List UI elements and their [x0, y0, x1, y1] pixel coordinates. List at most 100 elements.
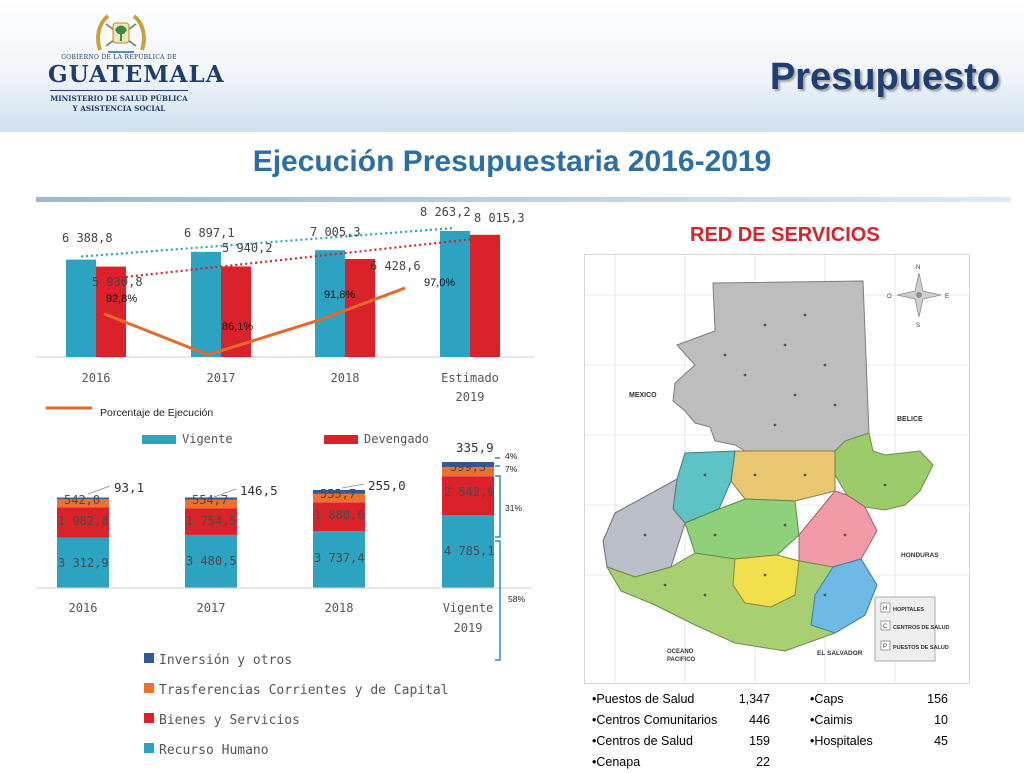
stat-value: 156	[927, 692, 948, 706]
share-label: 4%	[505, 451, 518, 461]
map-label-mexico: MEXICO	[629, 392, 657, 399]
devengado-value-label: 5 940,2	[222, 241, 273, 255]
compass-n: N	[916, 265, 920, 271]
stat-value: 45	[934, 734, 948, 748]
inversion-value-label: 146,5	[240, 483, 278, 498]
stacked-segment	[57, 497, 109, 499]
stacked-segment	[442, 461, 494, 468]
logo-ministry-line2: Y ASISTENCIA SOCIAL	[72, 104, 166, 113]
stacked-legend-swatch	[144, 683, 154, 693]
stacked-segment	[57, 507, 109, 538]
stacked-segment-label: 2 542,9	[444, 485, 495, 499]
ejecucion-value-label: 97,0%	[424, 277, 455, 289]
stacked-segment-label: 3 737,4	[314, 551, 365, 565]
legend-devengado-swatch	[324, 435, 358, 444]
compass-rose-icon	[896, 272, 942, 318]
service-network-map: MEXICO BELICE HONDURAS EL SALVADOR OCEAN…	[584, 254, 970, 684]
legend-vigente-label: Vigente	[182, 432, 233, 446]
stat-value: 1,347	[738, 692, 770, 706]
chart1-category-label: Estimado	[441, 371, 499, 385]
stacked-segment	[57, 498, 109, 508]
stacked-segment	[185, 499, 237, 509]
stacked-segment	[442, 467, 494, 477]
stat-label: •Cenapa	[592, 755, 641, 769]
stat-row: •Cenapa 22	[592, 755, 770, 773]
stacked-segment-label: 1 982,8	[58, 514, 109, 528]
stacked-legend-label: Inversión y otros	[159, 653, 292, 668]
devengado-bar	[470, 234, 500, 357]
ejecucion-value-label: 92,8%	[106, 293, 137, 305]
map-legend: H HOPITALES C CENTROS DE SALUD P PUESTOS…	[874, 596, 950, 662]
vigente-value-label: 6 388,8	[62, 231, 113, 245]
compass-e: E	[945, 294, 949, 300]
stacked-segment-label: 554,7	[192, 493, 228, 507]
stacked-segment	[185, 497, 237, 500]
stacked-segment	[313, 531, 365, 588]
stacked-segment-label: 4 785,1	[444, 544, 495, 558]
stacked-segment	[442, 476, 494, 516]
vigente-bar	[66, 259, 96, 357]
section-title: Ejecución Presupuestaria 2016-2019	[252, 145, 772, 178]
stat-row: •Hospitales 45	[810, 734, 950, 752]
stat-value: 446	[749, 713, 770, 727]
devengado-value-label: 5 930,8	[92, 275, 143, 289]
chart2-category-label: 2019	[454, 621, 483, 635]
share-label: 7%	[505, 464, 518, 474]
stat-row: •Puestos de Salud 1,347	[592, 692, 770, 710]
stacked-segment-label: 3 480,5	[186, 554, 237, 568]
ejecucion-line	[103, 286, 406, 357]
logo-rule	[50, 90, 188, 91]
stacked-segment	[313, 502, 365, 532]
stacked-segment	[57, 537, 109, 588]
budget-charts: 6 388,8 6 897,1 7 005,3 8 263,2 5 930,8 5 940…	[36, 205, 534, 758]
stat-value: 10	[934, 713, 948, 727]
vigente-value-label: 8 263,2	[420, 205, 471, 219]
callout-leader	[341, 483, 365, 489]
inversion-value-label: 335,9	[456, 440, 494, 455]
header-band	[0, 0, 1024, 132]
legend-centros: CENTROS DE SALUD	[893, 625, 950, 631]
stacked-segment	[185, 508, 237, 535]
stacked-segment-label: 555,7	[320, 487, 356, 501]
legend-ejecucion-label: Porcentaje de Ejecución	[100, 407, 213, 419]
stacked-legend-swatch	[144, 713, 154, 723]
map-title: RED DE SERVICIOS	[690, 224, 880, 246]
stacked-legend-swatch	[144, 653, 154, 663]
stat-label: •Caps	[810, 692, 844, 706]
stat-row: •Caps 156	[810, 692, 950, 710]
map-label-el-salvador: EL SALVADOR	[817, 650, 863, 657]
callout-leader	[213, 488, 237, 498]
map-label-pacifico: PACIFICO	[667, 657, 696, 663]
stacked-segment	[313, 493, 365, 503]
legend-letter-c: C	[883, 624, 888, 630]
map-label-honduras: HONDURAS	[901, 552, 939, 559]
stat-label: •Caimis	[810, 713, 853, 727]
stacked-segment-label: 3 312,9	[58, 556, 109, 570]
stacked-segment-label: 1 754,5	[186, 514, 237, 528]
stacked-legend-label: Bienes y Servicios	[159, 713, 300, 728]
devengado-bar	[96, 266, 126, 357]
ejecucion-value-label: 91,8%	[324, 289, 355, 301]
legend-letter-h: H	[883, 606, 887, 612]
legend-hospitales: HOPITALES	[893, 607, 924, 613]
logo-small-text: GOBIERNO DE LA REPÚBLICA DE	[61, 54, 177, 61]
stat-value: 22	[756, 755, 770, 769]
stacked-segment	[313, 489, 365, 494]
chart2-category-label: 2017	[197, 601, 226, 615]
share-bracket	[495, 540, 501, 661]
legend-vigente-swatch	[142, 435, 176, 444]
stat-row: •Centros Comunitarios 446	[592, 713, 770, 731]
legend-puestos: PUESTOS DE SALUD	[893, 645, 949, 651]
logo-ministry-line1: MINISTERIO DE SALUD PÚBLICA	[50, 94, 188, 103]
chart1-category-label: 2019	[456, 390, 485, 404]
compass-o: O	[887, 294, 892, 300]
stat-label: •Centros Comunitarios	[592, 713, 718, 727]
devengado-value-label: 6 428,6	[370, 259, 421, 273]
stacked-legend-swatch	[144, 743, 154, 753]
stacked-segment	[442, 515, 494, 588]
vigente-value-label: 7 005,3	[310, 225, 361, 239]
chart2-category-label: 2018	[325, 601, 354, 615]
stacked-segment-label: 599,3	[450, 460, 486, 474]
chart1-category-label: 2016	[82, 371, 111, 385]
chart1-category-label: 2018	[331, 371, 360, 385]
